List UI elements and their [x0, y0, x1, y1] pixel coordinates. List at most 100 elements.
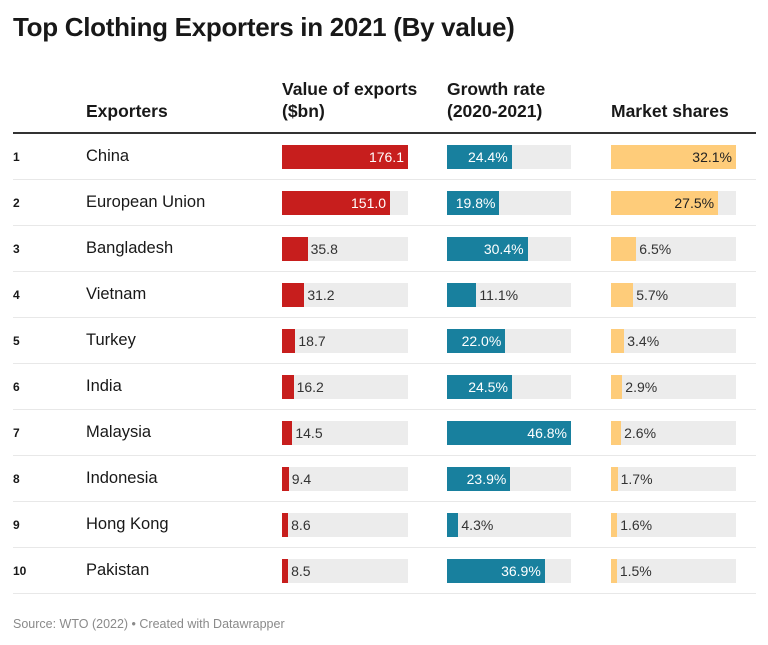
value-bar-track: 16.2	[282, 375, 408, 399]
header-value: Value of exports ($bn)	[282, 79, 418, 121]
growth-bar	[447, 559, 545, 583]
share-bar	[611, 559, 617, 583]
exporter-name: Vietnam	[86, 285, 147, 303]
growth-bar-track: 23.9%	[447, 467, 571, 491]
share-label: 2.6%	[624, 425, 657, 441]
header-growth: Growth rate (2020-2021)	[447, 79, 546, 121]
value-bar-track: 176.1	[282, 145, 408, 169]
value-label: 16.2	[296, 379, 324, 395]
rank: 3	[13, 242, 20, 256]
value-bar	[282, 421, 293, 445]
header-exporters: Exporters	[86, 101, 168, 121]
rank: 5	[13, 334, 20, 348]
growth-label: 22.0%	[461, 333, 502, 349]
table-row: 9 Hong Kong 8.6 4.3% 1.6%	[13, 502, 756, 548]
growth-label: 24.4%	[467, 149, 508, 165]
value-label: 9.4	[291, 471, 312, 487]
exporter-name: Hong Kong	[86, 515, 169, 533]
rank: 9	[13, 518, 20, 532]
growth-label: 4.3%	[461, 517, 494, 533]
growth-bar-track: 36.9%	[447, 559, 571, 583]
value-bar	[282, 559, 289, 583]
value-label: 8.6	[291, 517, 311, 533]
rank: 4	[13, 288, 20, 302]
value-bar	[282, 237, 308, 261]
share-bar-track: 2.9%	[611, 375, 736, 399]
share-label: 3.4%	[627, 333, 660, 349]
rank: 10	[13, 564, 27, 578]
value-bar-track: 14.5	[282, 421, 408, 445]
value-label: 8.5	[291, 563, 311, 579]
exporter-name: Bangladesh	[86, 239, 174, 257]
value-bar	[282, 283, 305, 307]
share-bar-track: 32.1%	[611, 145, 736, 169]
value-bar-track: 31.2	[282, 283, 408, 307]
growth-label: 19.8%	[455, 195, 496, 211]
growth-label: 23.9%	[466, 471, 507, 487]
growth-bar-track: 24.5%	[447, 375, 571, 399]
chart-title: Top Clothing Exporters in 2021 (By value…	[13, 12, 515, 42]
table-row: 7 Malaysia 14.5 46.8% 2.6%	[13, 410, 756, 456]
value-label: 176.1	[368, 149, 404, 165]
value-bar-track: 8.5	[282, 559, 408, 583]
value-label: 31.2	[307, 287, 335, 303]
share-bar-track: 1.6%	[611, 513, 736, 537]
rank: 1	[13, 150, 20, 164]
value-bar	[282, 329, 296, 353]
header-share: Market shares	[611, 101, 729, 121]
table-row: 8 Indonesia 9.4 23.9% 1.7%	[13, 456, 756, 502]
growth-label: 11.1%	[479, 287, 519, 303]
value-label: 151.0	[351, 195, 387, 211]
share-label: 5.7%	[636, 287, 669, 303]
growth-bar-track: 46.8%	[447, 421, 571, 445]
share-bar	[611, 145, 736, 169]
share-label: 1.6%	[620, 517, 653, 533]
table-row: 5 Turkey 18.7 22.0% 3.4%	[13, 318, 756, 364]
share-bar-track: 3.4%	[611, 329, 736, 353]
exporter-name: China	[86, 147, 130, 165]
exporter-name: European Union	[86, 193, 206, 211]
share-bar	[611, 237, 637, 261]
value-bar-track: 18.7	[282, 329, 408, 353]
table-row: 2 European Union 151.0 19.8% 27.5%	[13, 180, 756, 226]
table-row: 10 Pakistan 8.5 36.9% 1.5%	[13, 548, 756, 594]
value-bar	[282, 145, 408, 169]
share-bar-track: 2.6%	[611, 421, 736, 445]
header-divider	[13, 132, 756, 134]
growth-bar-track: 11.1%	[447, 283, 571, 307]
value-label: 18.7	[298, 333, 326, 349]
share-bar-track: 1.7%	[611, 467, 736, 491]
exporter-name: Turkey	[86, 331, 136, 349]
growth-label: 24.5%	[468, 379, 508, 395]
share-bar-track: 27.5%	[611, 191, 736, 215]
value-bar	[282, 191, 391, 215]
growth-label: 30.4%	[483, 241, 524, 257]
share-label: 6.5%	[639, 241, 672, 257]
exporter-name: India	[86, 377, 122, 395]
table-row: 1 China 176.1 24.4% 32.1%	[13, 134, 756, 180]
share-label: 2.9%	[625, 379, 658, 395]
table-row: 6 India 16.2 24.5% 2.9%	[13, 364, 756, 410]
value-bar-track: 151.0	[282, 191, 408, 215]
value-bar	[282, 375, 294, 399]
exporter-name: Pakistan	[86, 561, 150, 579]
share-bar	[611, 513, 618, 537]
rank: 7	[13, 426, 20, 440]
growth-bar	[447, 237, 528, 261]
rank: 2	[13, 196, 20, 210]
share-label: 32.1%	[692, 149, 732, 165]
value-label: 35.8	[310, 241, 338, 257]
share-label: 1.5%	[619, 563, 652, 579]
value-bar-track: 9.4	[282, 467, 408, 491]
value-bar-track: 8.6	[282, 513, 408, 537]
growth-bar	[447, 375, 512, 399]
growth-bar-track: 22.0%	[447, 329, 571, 353]
share-bar-track: 5.7%	[611, 283, 736, 307]
rank: 6	[13, 380, 20, 394]
growth-bar-track: 4.3%	[447, 513, 571, 537]
share-bar	[611, 467, 618, 491]
share-bar	[611, 191, 719, 215]
value-bar	[282, 513, 289, 537]
growth-bar	[447, 421, 571, 445]
